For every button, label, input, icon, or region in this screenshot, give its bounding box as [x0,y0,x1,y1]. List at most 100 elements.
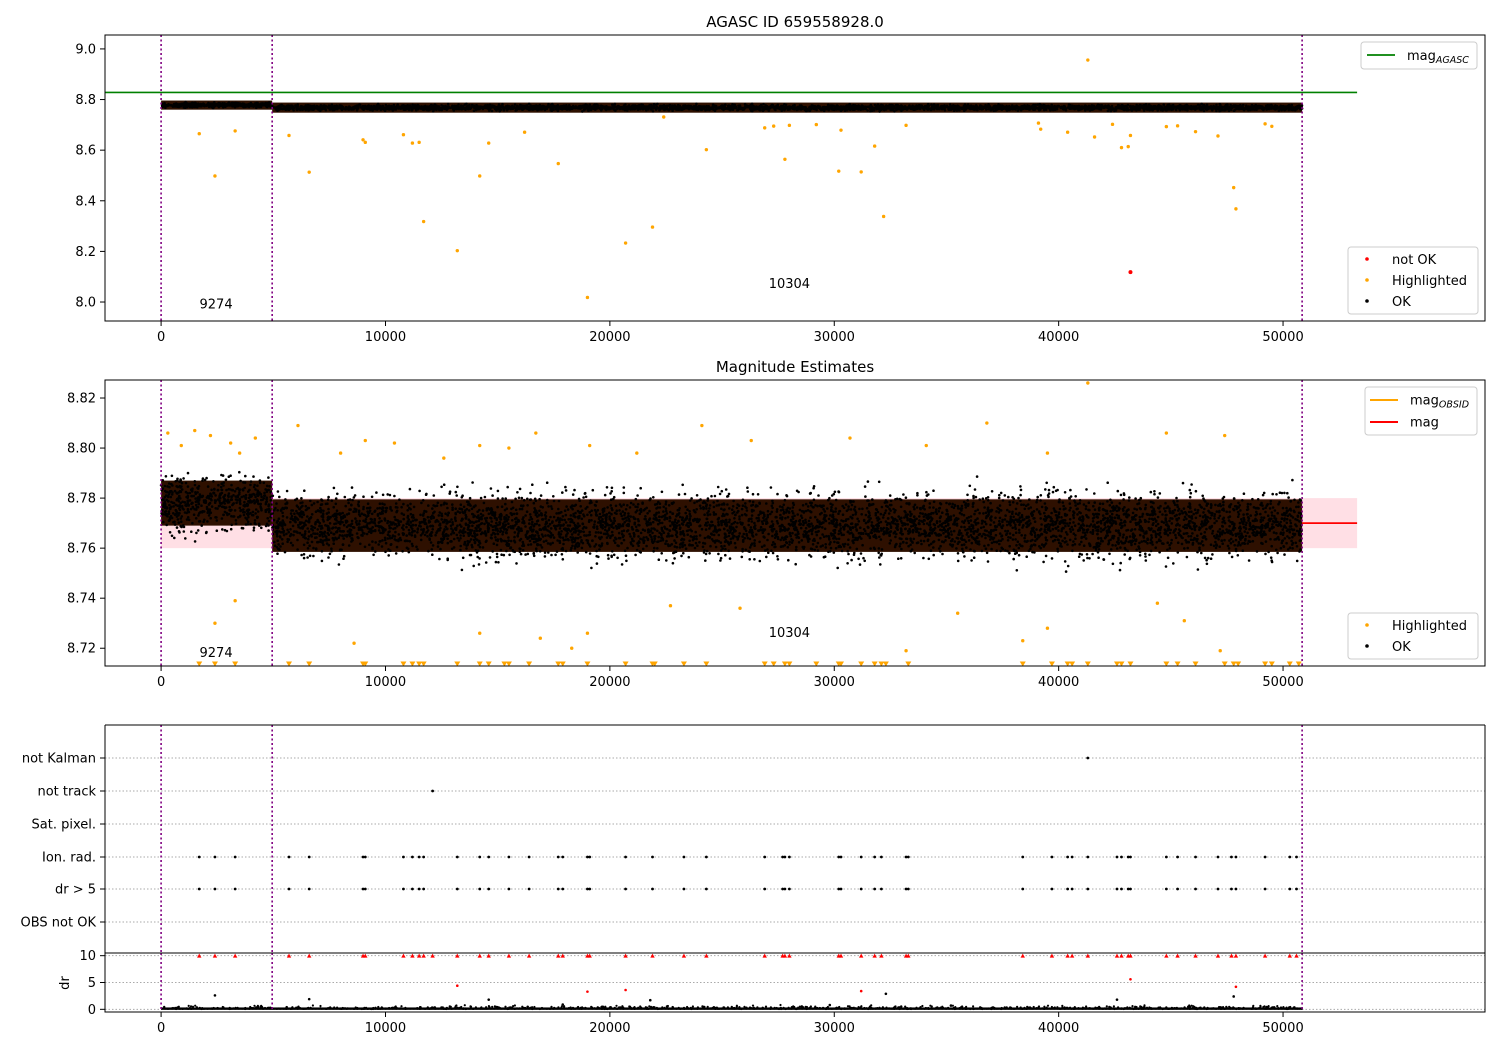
estimates-panel-ok-point [220,488,223,492]
agasc-panel-ok-point [446,102,450,106]
agasc-panel-ok-point [736,108,739,112]
agasc-panel-ok-point [487,106,490,110]
agasc-panel-ok-point [1235,106,1239,110]
estimates-panel-ok-point [251,510,255,514]
agasc-panel-ok-point [597,106,600,109]
agasc-panel-ok-point [814,107,818,110]
agasc-panel-ok-point [974,104,978,108]
agasc-panel-ok-point [826,103,830,107]
estimates-panel-ok-point [246,523,250,526]
estimates-panel-ok-point [252,526,256,529]
agasc-panel-ok-point [472,109,476,112]
highlighted-point [166,431,170,435]
highlighted-clipped-marker [1118,661,1125,666]
estimates-panel-ok-point [222,513,225,517]
agasc-panel-ok-point [420,105,423,108]
estimates-panel-ok-point [256,510,260,513]
agasc-panel-ok-point [665,104,669,108]
agasc-panel-ok-point [387,108,391,111]
highlighted-point [1155,601,1160,605]
agasc-panel-ok-point [320,104,323,107]
agasc-panel-ok-point [879,106,883,110]
estimates-panel-ok-point [497,561,500,564]
estimates-panel-ok-point [236,499,239,502]
agasc-panel-ok-point [1082,106,1086,110]
agasc-panel-ok-point [1071,104,1074,108]
agasc-panel-ok-point [1145,107,1149,111]
agasc-panel-ok-point [685,105,688,109]
agasc-panel-ok-point [242,105,245,109]
estimates-panel-ok-point [178,531,181,534]
estimates-panel-ok-point [254,512,257,515]
estimates-panel-ok-point [223,499,226,502]
estimates-panel-ok-point [252,499,255,503]
highlighted-point [662,115,666,119]
estimates-panel-ok-point [203,518,206,522]
estimates-panel-ok-point [179,517,183,520]
estimates-panel-ok-point [212,491,215,495]
estimates-panel-ok-point [182,524,185,527]
estimates-panel-ok-point [186,516,190,519]
estimates-panel-ok-point [791,531,794,535]
estimates-panel-ok-point [175,526,179,529]
highlighted-point [587,443,592,448]
agasc-panel-ok-point [1211,105,1215,109]
estimates-panel-ok-point [189,488,193,492]
agasc-panel-ok-point [1240,106,1244,110]
agasc-panel-ok-point [563,106,567,109]
estimates-panel-ok-point [1086,556,1089,560]
agasc-panel-ok-point [585,104,589,107]
estimates-panel-ok-point [1148,513,1152,517]
agasc-panel-ok-point [413,105,416,108]
agasc-panel-ok-point [1024,105,1028,109]
estimates-panel-ok-point [197,514,200,517]
agasc-panel-ok-point [1223,108,1226,112]
estimates-panel-ok-point [225,529,229,533]
estimates-panel-ok-point [264,488,267,491]
agasc-panel-ok-point [1113,109,1116,113]
agasc-panel-ok-point [936,103,940,107]
agasc-panel-ok-point [392,105,395,108]
agasc-panel-ok-point [332,106,335,110]
agasc-panel-ok-point [1253,104,1256,108]
agasc-panel-ok-points [160,100,1304,113]
estimates-panel-ok-point [193,480,197,483]
estimates-panel-ok-point [193,507,196,511]
highlighted-point [848,436,852,440]
highlighted-point [635,451,639,455]
agasc-panel-ok-point [654,103,658,107]
agasc-panel-ok-point [938,106,941,110]
estimates-panel-ok-point [196,487,200,490]
agasc-panel-ok-point [300,106,304,109]
agasc-panel-ok-point [827,107,830,111]
agasc-panel-ok-point [822,106,825,110]
estimates-panel-ok-point [832,510,835,513]
estimates-panel-ok-point [864,513,868,517]
estimates-panel-ok-point [166,495,170,499]
agasc-panel-ok-point [404,107,408,111]
agasc-panel-ok-point [344,107,348,111]
agasc-panel-ok-point [387,104,391,108]
estimates-panel-ok-point [210,505,214,508]
estimates-panel-ok-point [252,475,255,478]
agasc-legend-bottom [1347,246,1479,315]
legend-label: OK [1392,295,1411,310]
estimates-panel-ok-point [262,481,266,485]
estimates-panel-ok-point [215,519,219,522]
agasc-panel-ok-point [885,104,888,107]
estimates-panel-ok-point [239,479,242,483]
estimates-panel-ok-point [227,494,230,498]
highlighted-point [193,428,197,433]
estimates-panel-ok-point [191,501,194,505]
estimates-panel-ok-point [230,498,233,502]
highlighted-point [392,441,397,445]
estimates-panel-ok-point [196,491,199,494]
estimates-panel-ok-point [177,500,181,503]
agasc-panel-ok-point [527,102,531,106]
agasc-panel-ok-point [753,107,757,110]
agasc-panel-ok-point [931,106,935,110]
agasc-panel-ok-point [172,104,176,107]
highlighted-point [361,138,365,142]
estimates-panel-ok-point [220,491,224,495]
estimates-panel-ok-point [595,549,598,553]
